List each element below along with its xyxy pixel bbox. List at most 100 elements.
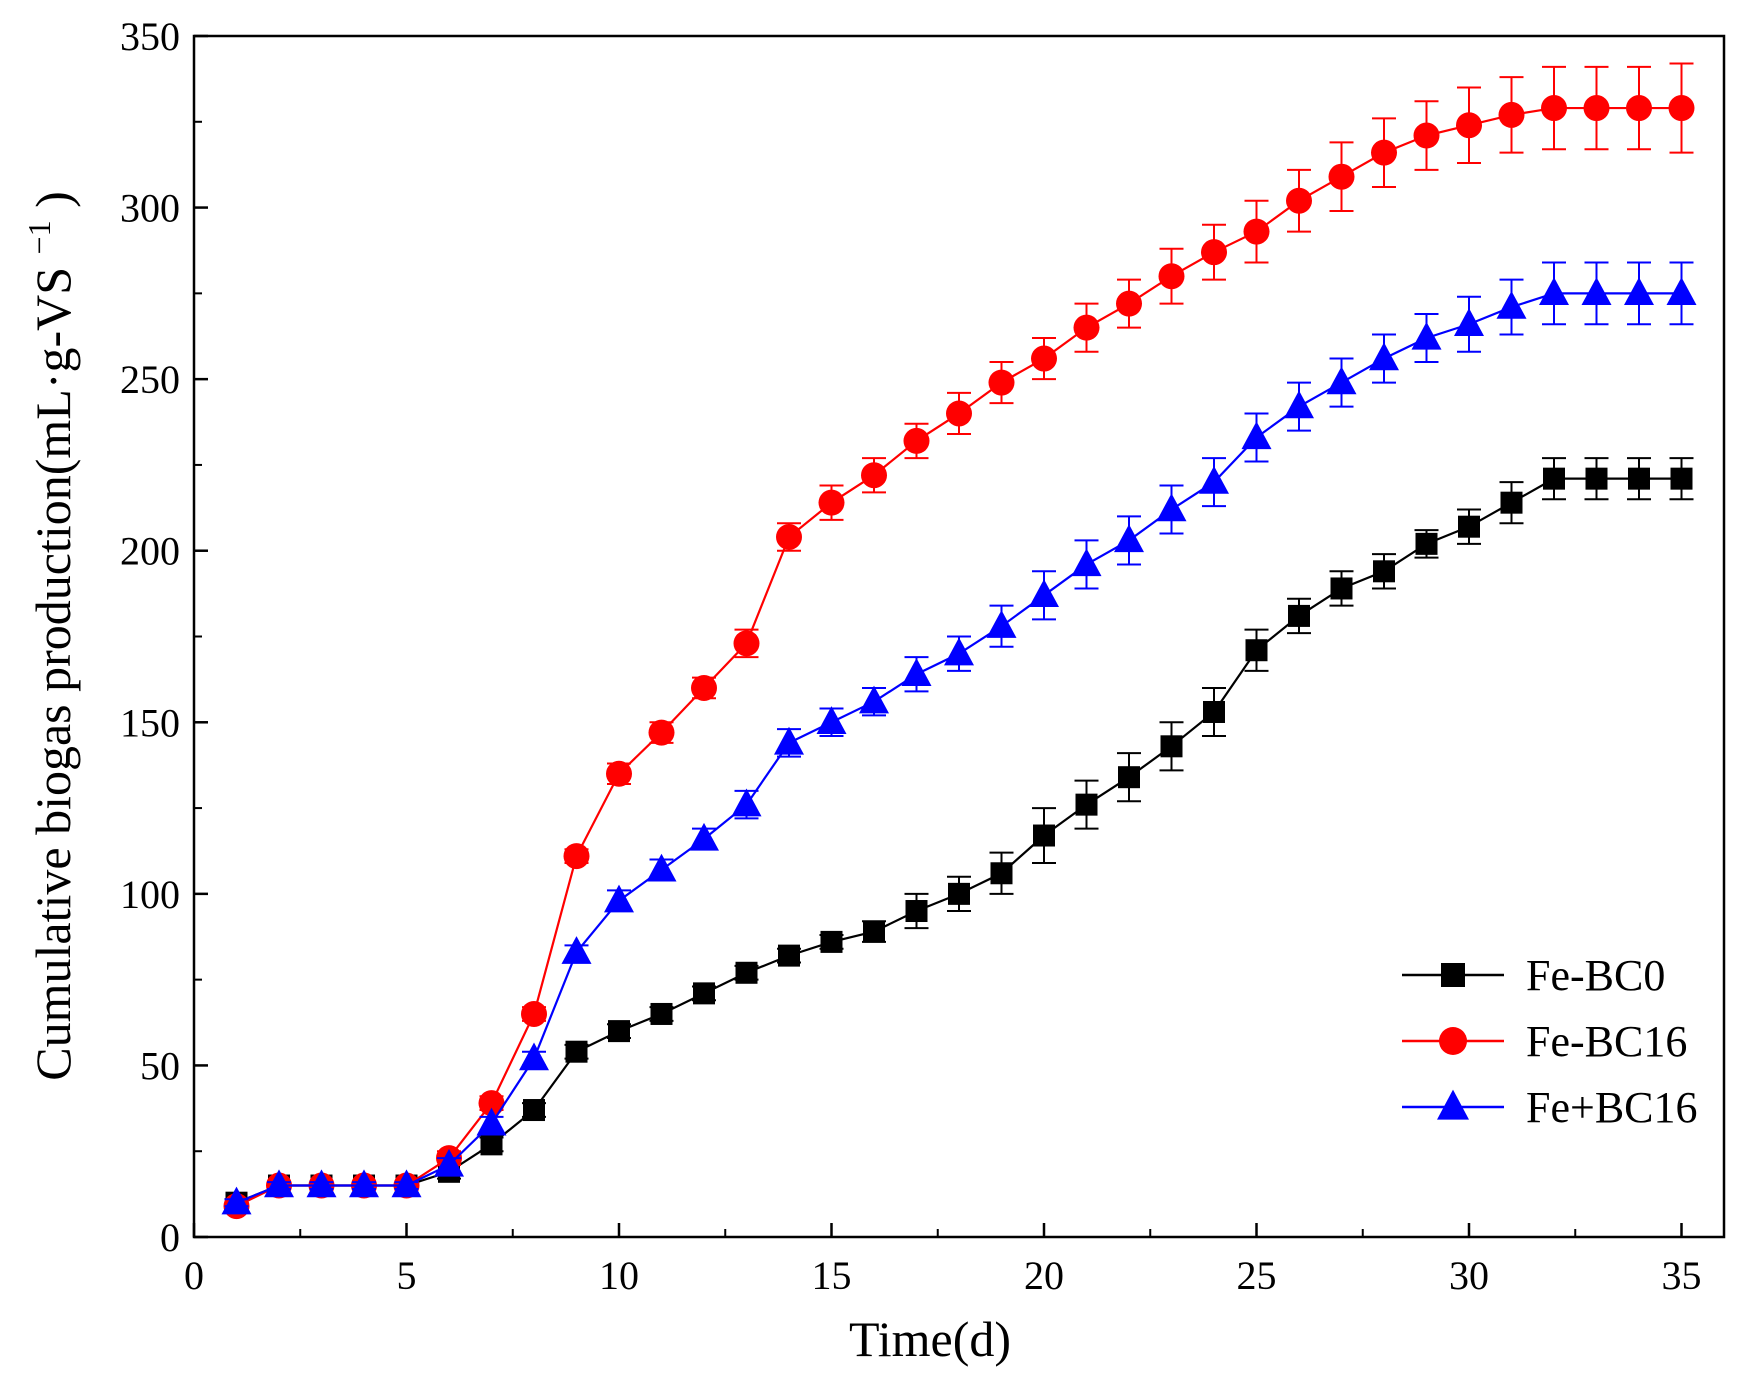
- legend-label: Fe-BC16: [1526, 1017, 1687, 1066]
- square-marker: [905, 900, 928, 923]
- triangle-marker: [604, 884, 634, 913]
- triangle-marker: [1437, 1089, 1469, 1120]
- square-marker: [650, 1002, 673, 1025]
- circle-marker: [1668, 95, 1695, 122]
- legend-item: Fe-BC16: [1402, 1017, 1687, 1066]
- legend-label: Fe-BC0: [1526, 951, 1665, 1000]
- circle-marker: [861, 462, 887, 489]
- x-tick-label: 15: [812, 1253, 852, 1298]
- triangle-marker: [646, 853, 677, 882]
- circle-marker: [691, 674, 717, 701]
- triangle-marker: [1539, 277, 1569, 306]
- triangle-marker: [774, 726, 804, 755]
- triangle-marker: [434, 1148, 464, 1177]
- square-marker: [1245, 639, 1268, 662]
- y-axis-title-close: ): [25, 191, 81, 208]
- x-tick-label: 5: [397, 1253, 417, 1298]
- triangle-marker: [1666, 277, 1697, 306]
- triangle-marker: [1496, 290, 1527, 319]
- triangle-marker: [1071, 548, 1102, 577]
- triangle-marker: [816, 706, 847, 734]
- circle-marker: [1626, 95, 1652, 122]
- circle-marker: [1201, 239, 1227, 266]
- y-tick-label: 100: [120, 872, 180, 917]
- square-marker: [1458, 515, 1480, 538]
- series-layer: [221, 62, 1697, 1220]
- circle-marker: [776, 523, 802, 550]
- circle-marker: [478, 1090, 505, 1117]
- square-marker: [1075, 793, 1098, 816]
- series-fe-bc0: [224, 457, 1694, 1214]
- x-axis: 0 5 10 15 20 25 30 35: [184, 1223, 1702, 1298]
- x-tick-label: 25: [1237, 1253, 1277, 1298]
- circle-marker: [521, 1000, 547, 1027]
- circle-marker: [1413, 122, 1440, 149]
- y-axis-title-main: Cumulative biogas production(mL·g-VS: [25, 267, 81, 1081]
- triangle-marker: [1029, 579, 1059, 608]
- triangle-marker: [391, 1169, 422, 1198]
- y-tick-label: 300: [120, 186, 180, 231]
- square-marker: [1628, 467, 1650, 490]
- square-marker: [1330, 577, 1353, 600]
- y-tick-label: 50: [140, 1043, 180, 1088]
- triangle-marker: [1284, 390, 1314, 419]
- series-fe-bc16: [221, 261, 1697, 1215]
- circle-marker: [1031, 345, 1057, 372]
- triangle-marker: [901, 658, 932, 686]
- series-line: [236, 477, 1682, 1204]
- square-marker: [1288, 604, 1310, 627]
- y-tick-label: 200: [120, 529, 180, 574]
- x-axis-title: Time(d): [849, 1311, 1011, 1367]
- triangle-marker: [689, 822, 719, 851]
- y-tick-label: 350: [120, 14, 180, 59]
- circle-marker: [563, 843, 590, 870]
- triangle-marker: [1241, 421, 1272, 450]
- square-marker: [863, 920, 885, 943]
- triangle-marker: [306, 1169, 337, 1198]
- circle-marker: [733, 630, 760, 657]
- y-axis-title-superscript: −1: [21, 220, 57, 254]
- circle-marker: [1439, 1027, 1467, 1055]
- circle-marker: [818, 489, 845, 516]
- square-marker: [1033, 824, 1055, 847]
- x-tick-label: 30: [1449, 1253, 1489, 1298]
- triangle-marker: [1369, 342, 1399, 371]
- square-marker: [778, 944, 800, 967]
- triangle-marker: [859, 685, 889, 714]
- square-marker: [735, 961, 758, 984]
- square-marker: [1415, 532, 1438, 555]
- triangle-marker: [1114, 524, 1144, 553]
- square-marker: [1373, 560, 1395, 583]
- circle-marker: [946, 400, 972, 427]
- circle-marker: [988, 369, 1015, 396]
- triangle-marker: [561, 936, 592, 964]
- square-marker: [693, 982, 715, 1005]
- square-marker: [1203, 700, 1225, 723]
- x-tick-label: 10: [599, 1253, 639, 1298]
- circle-marker: [1116, 290, 1142, 317]
- y-axis-title: Cumulative biogas production(mL·g-VS −1 …: [5, 191, 81, 1080]
- y-tick-label: 150: [120, 700, 180, 745]
- legend-item: Fe-BC0: [1402, 951, 1665, 1000]
- circle-marker: [903, 427, 930, 454]
- square-marker: [948, 882, 970, 905]
- circle-marker: [1158, 263, 1185, 290]
- square-marker: [820, 930, 843, 953]
- x-tick-label: 20: [1024, 1253, 1064, 1298]
- triangle-marker: [1581, 277, 1612, 306]
- triangle-marker: [1624, 277, 1654, 306]
- square-marker: [1670, 467, 1693, 490]
- circle-marker: [1073, 314, 1100, 341]
- square-marker: [1118, 766, 1140, 789]
- triangle-marker: [1156, 493, 1187, 522]
- square-marker: [1500, 491, 1523, 514]
- y-axis: 0 50 100 150 200 250 300 350: [120, 14, 208, 1260]
- y-tick-label: 250: [120, 357, 180, 402]
- legend: Fe-BC0 Fe-BC16 Fe+BC16: [1402, 951, 1698, 1132]
- circle-marker: [1583, 95, 1610, 122]
- circle-marker: [1286, 187, 1312, 214]
- triangle-marker: [944, 637, 974, 666]
- triangle-marker: [986, 610, 1017, 638]
- triangle-marker: [1199, 465, 1229, 494]
